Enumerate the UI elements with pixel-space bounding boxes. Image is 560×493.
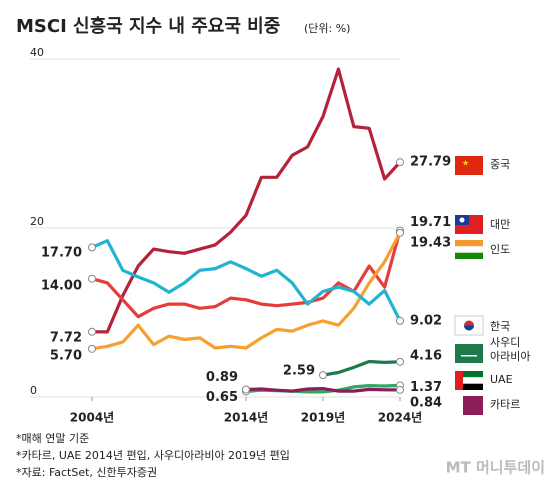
- x-tick-label: 2004년: [70, 411, 114, 425]
- point-marker: [88, 274, 96, 283]
- note: *매해 연말 기준: [16, 431, 89, 445]
- y-tick-label: 40: [30, 46, 44, 59]
- value-label: 0.89: [206, 370, 238, 385]
- point-marker: [396, 357, 404, 366]
- legend-label-line: 사우디: [490, 336, 520, 349]
- point-marker: [396, 158, 404, 167]
- chart-subtitle: (단위: %): [304, 22, 350, 35]
- value-label: 19.71: [410, 215, 451, 230]
- legend-label: 중국: [490, 158, 510, 171]
- point-marker: [88, 243, 96, 252]
- legend-label: 대만: [490, 218, 510, 231]
- value-label: 27.79: [410, 155, 451, 170]
- value-label: 14.00: [41, 279, 82, 294]
- series-line: [91, 67, 402, 334]
- point-marker: [242, 385, 250, 394]
- note: *카타르, UAE 2014년 편입, 사우디아라비아 2019년 편입: [16, 449, 290, 462]
- point-marker: [396, 316, 404, 325]
- legend-label-line: 아라비아: [490, 350, 530, 363]
- legend-label: 카타르: [490, 398, 520, 411]
- value-label: 7.72: [50, 331, 82, 346]
- value-label: 4.16: [410, 348, 442, 363]
- point-marker: [396, 385, 404, 394]
- value-label: 19.43: [410, 235, 451, 250]
- series-line: [91, 230, 402, 319]
- value-label: 5.70: [50, 349, 82, 364]
- y-tick-label: 0: [30, 384, 37, 397]
- value-label: 0.65: [206, 390, 238, 405]
- svg-text:★: ★: [462, 159, 469, 168]
- value-label: 1.37: [410, 380, 442, 395]
- y-tick-label: 20: [30, 215, 44, 228]
- point-marker: [319, 371, 327, 380]
- legend-label: 인도: [490, 243, 510, 256]
- series-line: [91, 239, 402, 322]
- legend-label: 사우디 아라비아: [490, 336, 530, 363]
- watermark: MT 머니투데이: [446, 459, 545, 477]
- note: *자료: FactSet, 신한투자증권: [16, 466, 157, 479]
- legend-label: UAE: [490, 373, 513, 386]
- value-label: 17.70: [41, 246, 82, 261]
- value-label: 2.59: [283, 364, 315, 379]
- series-line: [245, 387, 401, 393]
- value-label: 9.02: [410, 313, 442, 328]
- point-marker: [88, 327, 96, 336]
- point-marker: [396, 228, 404, 237]
- chart-title: MSCI 신흥국 지수 내 주요국 비중: [16, 15, 280, 37]
- value-label: 0.84: [410, 395, 442, 410]
- x-tick-label: 2024년: [378, 411, 422, 425]
- x-tick-label: 2019년: [301, 411, 345, 425]
- legend-label: 한국: [490, 320, 510, 333]
- series-line: [91, 232, 402, 351]
- point-marker: [88, 344, 96, 353]
- flags: ★: [454, 156, 484, 415]
- x-tick-label: 2014년: [224, 411, 268, 425]
- series-line: [322, 359, 401, 377]
